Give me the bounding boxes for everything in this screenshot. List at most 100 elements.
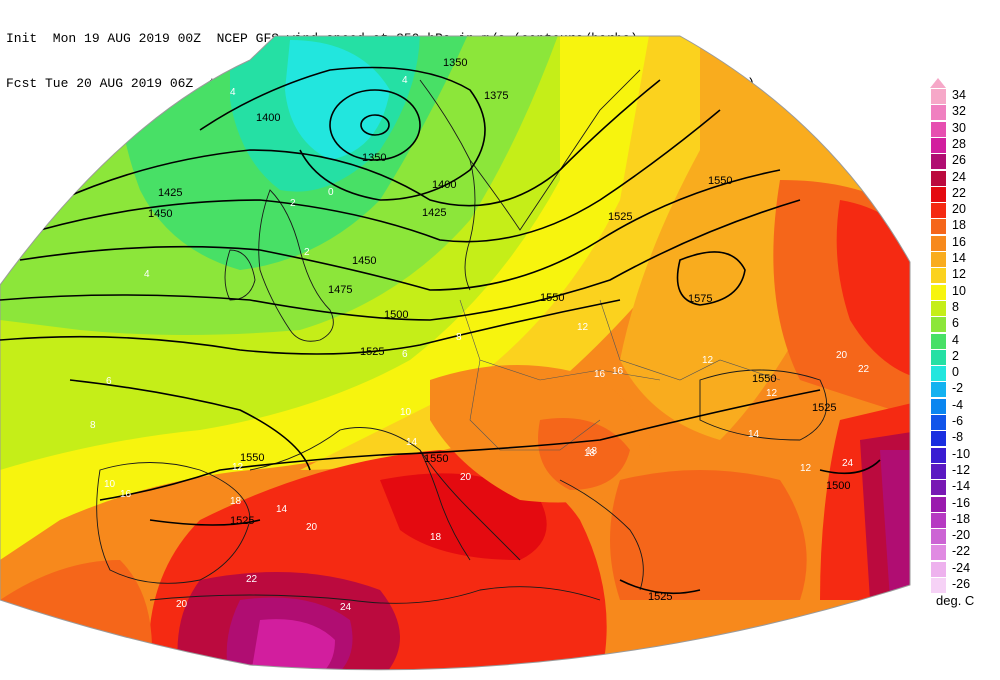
legend-swatch bbox=[930, 511, 947, 529]
height-label: 1525 bbox=[230, 515, 254, 527]
legend-swatch bbox=[930, 528, 947, 546]
temperature-label: 22 bbox=[246, 574, 258, 585]
legend-swatch bbox=[930, 397, 947, 415]
height-label: 1575 bbox=[688, 293, 712, 305]
height-label: 1550 bbox=[540, 292, 564, 304]
temperature-label: 24 bbox=[842, 458, 854, 469]
legend-swatch bbox=[930, 234, 947, 252]
height-label: 1350 bbox=[443, 57, 467, 69]
height-label: 1525 bbox=[360, 346, 384, 358]
height-label: 1550 bbox=[708, 175, 732, 187]
temperature-label: 18 bbox=[230, 496, 242, 507]
legend-swatch bbox=[930, 316, 947, 334]
legend-swatch bbox=[930, 495, 947, 513]
legend-label: -6 bbox=[952, 414, 964, 428]
temperature-labels: 4 0 4 2 2 4 6 8 10 12 16 20 18 14 12 14 … bbox=[90, 75, 870, 613]
legend-label: -10 bbox=[952, 446, 971, 461]
height-label: 1400 bbox=[256, 112, 280, 124]
temperature-label: 12 bbox=[800, 463, 812, 474]
legend-label: 6 bbox=[952, 316, 959, 331]
legend-label: -4 bbox=[952, 397, 964, 412]
legend-label: 10 bbox=[952, 283, 966, 298]
legend-label: 32 bbox=[952, 104, 966, 119]
legend-swatch bbox=[930, 299, 947, 317]
legend-swatch bbox=[930, 267, 947, 285]
temperature-label: 14 bbox=[406, 437, 418, 448]
legend-label: 28 bbox=[952, 136, 966, 151]
temperature-label: 18 bbox=[430, 532, 442, 543]
height-label: 1350 bbox=[362, 152, 386, 164]
temperature-label: 20 bbox=[306, 522, 318, 533]
legend-label: -24 bbox=[952, 560, 971, 575]
temperature-label: 4 bbox=[230, 87, 236, 98]
temperature-label: 6 bbox=[106, 376, 112, 387]
legend-label: 16 bbox=[952, 234, 966, 249]
temperature-label: 16 bbox=[612, 366, 624, 377]
temperature-label: 8 bbox=[456, 332, 462, 343]
legend-label: 20 bbox=[952, 202, 966, 217]
legend-label: -2 bbox=[952, 381, 964, 396]
legend-label: 34 bbox=[952, 88, 966, 102]
legend-swatch bbox=[930, 136, 947, 154]
legend-label: 12 bbox=[952, 267, 966, 282]
height-label: 1450 bbox=[352, 255, 376, 267]
temperature-field bbox=[0, 36, 910, 670]
height-label: 1400 bbox=[432, 179, 456, 191]
height-label: 1550 bbox=[424, 453, 448, 465]
legend-label: 4 bbox=[952, 332, 959, 347]
legend-swatch bbox=[930, 414, 947, 431]
legend-label: 0 bbox=[952, 365, 959, 380]
temperature-label: 18 bbox=[586, 446, 598, 457]
temperature-label: 4 bbox=[402, 75, 408, 86]
legend-label: -20 bbox=[952, 528, 971, 543]
temperature-label: 6 bbox=[402, 349, 408, 360]
legend-label: -16 bbox=[952, 495, 971, 510]
legend-swatch bbox=[930, 202, 947, 220]
temperature-label: 24 bbox=[340, 602, 352, 613]
legend-label: -12 bbox=[952, 462, 971, 477]
height-label: 1550 bbox=[240, 452, 264, 464]
temperature-label: 10 bbox=[400, 407, 412, 418]
legend-swatch bbox=[930, 283, 947, 301]
legend-swatch bbox=[930, 88, 947, 105]
legend-swatch bbox=[930, 462, 947, 480]
legend-label: 2 bbox=[952, 348, 959, 363]
height-label: 1550 bbox=[752, 373, 776, 385]
temperature-label: 12 bbox=[702, 355, 714, 366]
legend-swatch bbox=[930, 251, 947, 268]
legend-swatch bbox=[930, 348, 947, 366]
temperature-label: 20 bbox=[836, 350, 848, 361]
legend-swatch bbox=[930, 479, 947, 497]
legend-swatch bbox=[930, 577, 947, 594]
temperature-label: 0 bbox=[328, 187, 334, 198]
temperature-label: 10 bbox=[104, 479, 116, 490]
temperature-label: 4 bbox=[144, 269, 150, 280]
legend-units: deg. C bbox=[936, 593, 975, 608]
legend-label: -8 bbox=[952, 430, 964, 445]
legend-label: -22 bbox=[952, 544, 971, 559]
height-labels: 1350 1375 1350 1400 1400 1425 1425 1450 … bbox=[148, 57, 850, 603]
legend-label: 26 bbox=[952, 153, 966, 168]
legend-swatch bbox=[930, 218, 947, 236]
legend-label: -26 bbox=[952, 577, 971, 591]
height-label: 1425 bbox=[158, 187, 182, 199]
temperature-label: 14 bbox=[748, 429, 760, 440]
temperature-label: 14 bbox=[276, 504, 288, 515]
temperature-label: 18 bbox=[584, 448, 596, 459]
weather-map: 1350 1375 1350 1400 1400 1425 1425 1450 … bbox=[0, 35, 911, 671]
temperature-label: 12 bbox=[577, 322, 589, 333]
legend-swatch bbox=[930, 430, 947, 448]
legend-label: 8 bbox=[952, 299, 959, 314]
temperature-label: 12 bbox=[232, 462, 244, 473]
temperature-label: 8 bbox=[90, 420, 96, 431]
legend-swatch bbox=[930, 104, 947, 122]
temperature-label: 16 bbox=[120, 489, 132, 500]
temperature-label: 22 bbox=[858, 364, 870, 375]
legend-label: 24 bbox=[952, 169, 966, 184]
legend-swatch bbox=[930, 381, 947, 399]
legend-swatch bbox=[930, 560, 947, 578]
temperature-label: 20 bbox=[176, 599, 188, 610]
legend-swatch bbox=[930, 153, 947, 171]
height-contours bbox=[0, 66, 881, 595]
temperature-label: 2 bbox=[304, 247, 310, 258]
